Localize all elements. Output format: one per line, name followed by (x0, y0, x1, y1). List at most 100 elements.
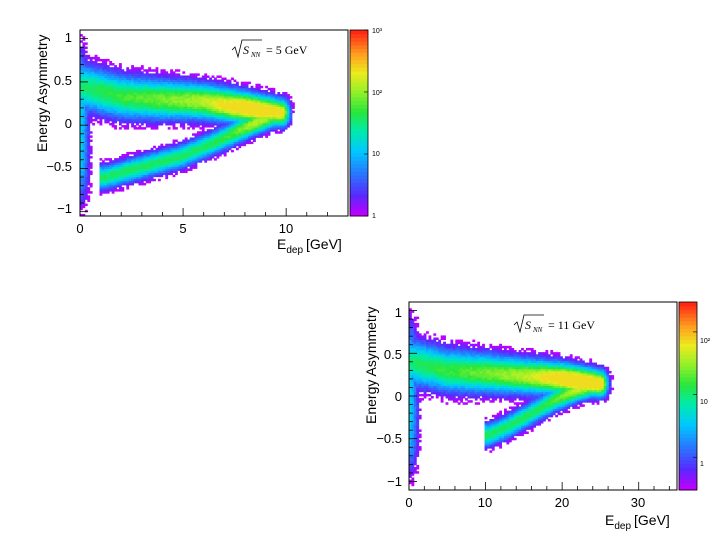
heatmap-cell (506, 368, 510, 372)
heatmap-cell (435, 379, 439, 382)
heatmap-cell (121, 112, 125, 116)
heatmap-cell (260, 94, 264, 97)
heatmap-cell (418, 352, 422, 355)
heatmap-cell (179, 79, 183, 83)
heatmap-cell (196, 110, 200, 114)
heatmap-cell (428, 389, 432, 393)
heatmap-cell (489, 400, 493, 403)
heatmap-cell (131, 96, 134, 99)
heatmap-cell (140, 182, 144, 186)
heatmap-cell (477, 366, 481, 370)
heatmap-cell (245, 98, 249, 101)
heatmap-cell (192, 104, 195, 107)
heatmap-cell (440, 364, 444, 368)
heatmap-cell (172, 108, 176, 111)
heatmap-cell (196, 131, 200, 134)
heatmap-cell (128, 112, 132, 116)
heatmap-cell (80, 129, 83, 132)
heatmap-cell (87, 178, 91, 182)
heatmap-cell (477, 383, 481, 386)
heatmap-cell (145, 164, 149, 167)
heatmap-cell (131, 114, 134, 118)
heatmap-cell (416, 339, 420, 343)
heatmap-cell (477, 391, 481, 395)
heatmap-cell (189, 81, 193, 85)
heatmap-cell (423, 356, 427, 359)
heatmap-cell (257, 120, 261, 124)
heatmap-cell (99, 123, 103, 126)
heatmap-cell (170, 77, 173, 80)
heatmap-cell (409, 427, 412, 430)
heatmap-cell (455, 391, 459, 395)
heatmap-cell (228, 125, 232, 128)
heatmap-cell (179, 123, 183, 126)
heatmap-cell (228, 120, 232, 124)
heatmap-cell (499, 383, 502, 386)
heatmap-cell (140, 96, 144, 99)
heatmap-cell (140, 98, 144, 101)
heatmap-cell (218, 135, 222, 138)
heatmap-cell (160, 143, 164, 147)
heatmap-cell (435, 381, 439, 384)
heatmap-cell (486, 433, 490, 437)
heatmap-cell (123, 110, 127, 114)
heatmap-cell (491, 350, 495, 353)
heatmap-cell (494, 358, 498, 361)
heatmap-cell (226, 147, 230, 151)
heatmap-cell (467, 366, 471, 370)
heatmap-cell (416, 396, 420, 399)
heatmap-cell (216, 125, 220, 128)
heatmap-cell (494, 425, 498, 428)
heatmap-cell (133, 92, 137, 95)
heatmap-cell (160, 123, 164, 126)
heatmap-cell (99, 73, 103, 76)
heatmap-cell (184, 100, 188, 103)
heatmap-cell (223, 145, 227, 149)
heatmap-cell (114, 166, 117, 169)
heatmap-cell (411, 444, 415, 447)
heatmap-cell (450, 387, 454, 391)
heatmap-cell (460, 393, 463, 397)
heatmap-cell (99, 81, 103, 85)
heatmap-cell (84, 71, 88, 74)
heatmap-cell (116, 108, 120, 111)
heatmap-cell (89, 71, 93, 74)
heatmap-cell (80, 108, 83, 111)
heatmap-cell (128, 98, 132, 101)
heatmap-cell (499, 379, 502, 382)
heatmap-cell (131, 156, 134, 159)
heatmap-cell (450, 373, 454, 376)
heatmap-cell (245, 131, 249, 134)
heatmap-cell (170, 145, 173, 149)
heatmap-cell (165, 176, 169, 180)
heatmap-cell (274, 94, 278, 97)
heatmap-cell (138, 83, 142, 87)
heatmap-cell (82, 92, 86, 95)
heatmap-cell (477, 385, 481, 389)
heatmap-cell (177, 75, 181, 78)
heatmap-cell (477, 393, 481, 397)
heatmap-cell (201, 151, 205, 155)
heatmap-cell (211, 102, 215, 105)
heatmap-cell (255, 116, 259, 120)
heatmap-cell (162, 81, 166, 85)
heatmap-cell (235, 87, 239, 91)
heatmap-cell (282, 98, 286, 101)
heatmap-cell (228, 116, 232, 120)
heatmap-cell (416, 387, 420, 391)
heatmap-cell (153, 168, 156, 171)
heatmap-cell (245, 127, 249, 130)
heatmap-cell (238, 131, 242, 134)
heatmap-cell (123, 100, 127, 103)
heatmap-cell (87, 110, 91, 114)
heatmap-cell (479, 381, 483, 384)
heatmap-cell (206, 110, 210, 114)
heatmap-cell (101, 75, 105, 78)
heatmap-cell (109, 98, 113, 101)
heatmap-cell (457, 393, 461, 397)
heatmap-cell (182, 147, 186, 151)
heatmap-cell (248, 102, 251, 105)
heatmap-cell (435, 370, 439, 374)
heatmap-cell (157, 112, 161, 116)
heatmap-cell (416, 341, 420, 345)
